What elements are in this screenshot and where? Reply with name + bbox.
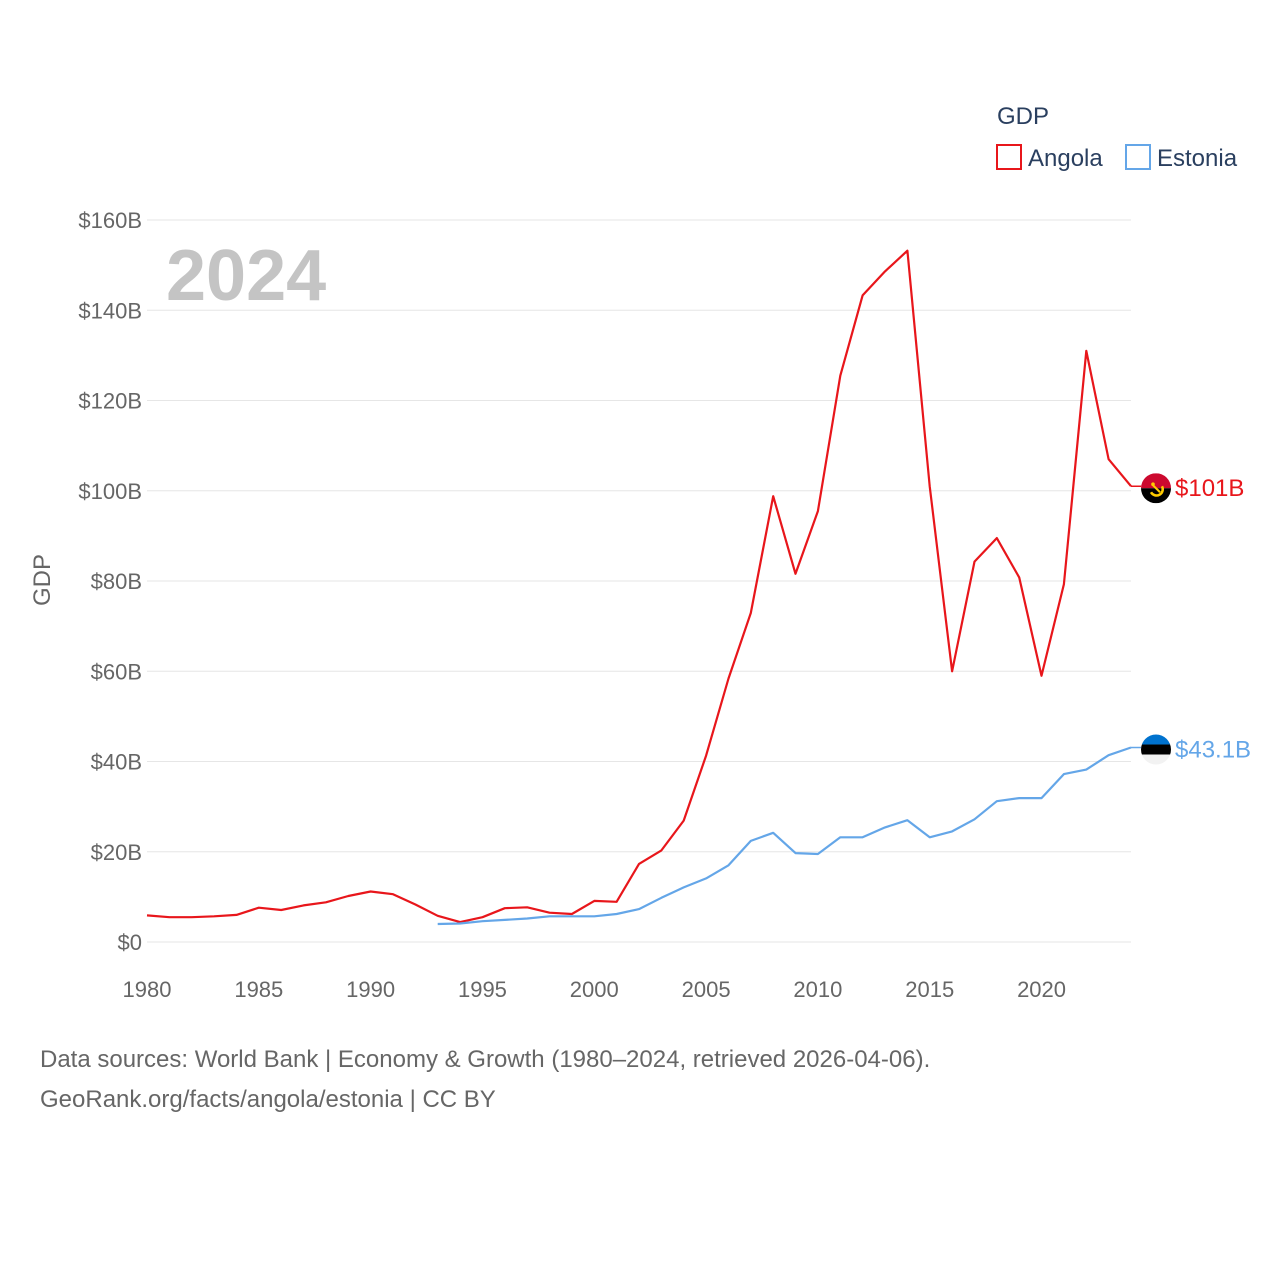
angola-flag-icon: [1141, 473, 1171, 504]
series-line-angola[interactable]: [146, 249, 1132, 924]
x-tick-label: 1995: [458, 977, 507, 1002]
legend-label-estonia: Estonia: [1157, 145, 1238, 172]
y-axis-ticks: $0 $20B $40B $60B $80B $100B $120B $140B $160B: [78, 208, 142, 955]
legend-swatch-angola: [996, 144, 1022, 170]
legend-label-angola: Angola: [1028, 145, 1103, 172]
legend-title: GDP: [997, 103, 1049, 130]
y-tick-label: $100B: [78, 479, 142, 504]
source-url-license: GeoRank.org/facts/angola/estonia | CC BY: [40, 1086, 496, 1113]
y-tick-label: $160B: [78, 208, 142, 233]
year-watermark: 2024: [166, 236, 326, 316]
x-tick-label: 2005: [682, 977, 731, 1002]
x-tick-label: 1990: [346, 977, 395, 1002]
series-lines: [146, 249, 1141, 926]
x-tick-label: 2020: [1017, 977, 1066, 1002]
x-tick-label: 1985: [234, 977, 283, 1002]
y-tick-label: $60B: [91, 659, 142, 684]
estonia-flag-icon: [1141, 734, 1171, 765]
y-tick-label: $120B: [78, 389, 142, 414]
legend-swatch-estonia: [1125, 144, 1151, 170]
y-tick-label: $40B: [91, 750, 142, 775]
x-tick-label: 1980: [123, 977, 172, 1002]
x-axis-ticks: 1980 1985 1990 1995 2000 2005 2010 2015 2020: [123, 977, 1066, 1002]
gridlines: [147, 219, 1131, 943]
estonia-end-value: $43.1B: [1175, 737, 1251, 764]
y-tick-label: $0: [118, 930, 142, 955]
y-tick-label: $80B: [91, 569, 142, 594]
y-axis-label: GDP: [29, 554, 56, 606]
x-tick-label: 2015: [905, 977, 954, 1002]
legend-item-angola[interactable]: Angola: [996, 144, 1103, 172]
data-source-note: Data sources: World Bank | Economy & Gro…: [40, 1046, 931, 1073]
y-tick-label: $140B: [78, 298, 142, 323]
y-tick-label: $20B: [91, 840, 142, 865]
chart-footer: Data sources: World Bank | Economy & Gro…: [40, 1040, 1240, 1120]
series-line-estonia[interactable]: [437, 746, 1132, 926]
angola-end-value: $101B: [1175, 475, 1244, 502]
x-tick-label: 2000: [570, 977, 619, 1002]
x-tick-label: 2010: [793, 977, 842, 1002]
legend-item-estonia[interactable]: Estonia: [1125, 144, 1238, 172]
